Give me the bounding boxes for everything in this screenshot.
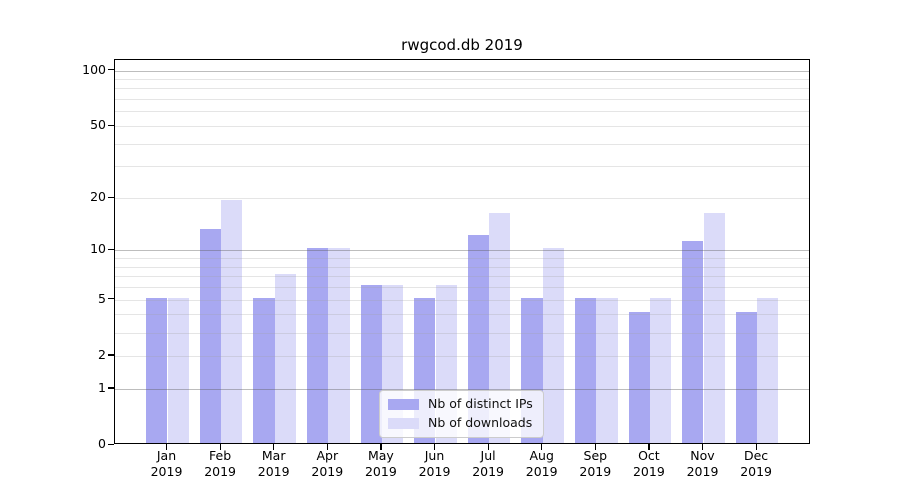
y-tick-label-20: 20 xyxy=(90,189,106,204)
bar-downloads-aug xyxy=(542,248,565,443)
x-tick-mark-feb xyxy=(219,444,221,450)
bar-downloads-sep xyxy=(596,297,618,443)
y-tick-label-0: 0 xyxy=(98,436,106,451)
x-tick-mark-jul xyxy=(487,444,489,450)
y-tick-label-50: 50 xyxy=(90,117,106,132)
x-tick-label-jun: Jun 2019 xyxy=(418,448,451,479)
x-tick-mark-jan xyxy=(166,444,168,450)
y-tick-label-2: 2 xyxy=(98,346,106,362)
chart-title: rwgcod.db 2019 xyxy=(401,36,523,54)
x-tick-label-nov: Nov 2019 xyxy=(686,448,719,479)
bar-distinct-ips-sep xyxy=(574,297,597,443)
y-tick-mark-2 xyxy=(108,354,114,356)
bar-downloads-feb xyxy=(221,199,243,443)
legend-entry-distinct-ips: Nb of distinct IPs xyxy=(388,397,533,411)
y-tick-label-5: 5 xyxy=(98,290,106,306)
x-tick-label-sep: Sep 2019 xyxy=(579,448,612,479)
x-tick-mark-sep xyxy=(594,444,597,450)
bar-distinct-ips-dec xyxy=(735,312,758,443)
x-tick-label-aug: Aug 2019 xyxy=(525,448,558,479)
bar-distinct-ips-feb xyxy=(199,228,222,443)
y-tick-mark-1 xyxy=(108,387,114,389)
x-tick-label-oct: Oct 2019 xyxy=(632,448,665,479)
x-tick-mark-oct xyxy=(648,444,650,450)
plot-area: Nb of distinct IPs Nb of downloads xyxy=(114,59,810,444)
bar-downloads-nov xyxy=(703,213,725,443)
legend-entry-downloads: Nb of downloads xyxy=(388,416,533,430)
x-tick-label-feb: Feb 2019 xyxy=(204,448,236,479)
legend-label-downloads: Nb of downloads xyxy=(428,415,533,430)
x-tick-mark-apr xyxy=(326,444,329,450)
y-tick-label-10: 10 xyxy=(90,241,106,257)
bar-distinct-ips-mar xyxy=(253,297,275,443)
x-tick-mark-may xyxy=(380,444,382,450)
bar-distinct-ips-jan xyxy=(146,297,168,443)
x-tick-mark-jun xyxy=(434,444,436,450)
x-tick-mark-dec xyxy=(755,444,757,450)
legend-swatch-distinct-ips xyxy=(388,398,419,410)
x-tick-label-mar: Mar 2019 xyxy=(257,448,290,479)
bar-downloads-jan xyxy=(167,297,189,443)
x-tick-label-jan: Jan 2019 xyxy=(150,448,183,479)
y-tick-mark-10 xyxy=(108,248,114,251)
y-tick-label-1: 1 xyxy=(98,379,106,395)
y-tick-mark-100 xyxy=(108,69,114,71)
bar-downloads-jul xyxy=(489,213,511,443)
x-tick-label-may: May 2019 xyxy=(364,448,397,479)
x-tick-mark-aug xyxy=(541,444,543,450)
bar-downloads-mar xyxy=(274,274,297,443)
bar-downloads-oct xyxy=(649,297,672,443)
y-tick-mark-0 xyxy=(108,443,114,445)
y-tick-mark-50 xyxy=(108,124,114,126)
bar-distinct-ips-nov xyxy=(682,241,704,443)
x-tick-label-dec: Dec 2019 xyxy=(740,448,772,479)
legend-label-distinct-ips: Nb of distinct IPs xyxy=(428,396,533,411)
x-tick-mark-mar xyxy=(273,444,275,450)
bar-distinct-ips-oct xyxy=(628,312,650,443)
x-tick-label-jul: Jul 2019 xyxy=(472,448,504,479)
legend: Nb of distinct IPs Nb of downloads xyxy=(379,390,544,438)
bar-distinct-ips-apr xyxy=(306,248,329,443)
bars-layer xyxy=(115,60,809,443)
y-tick-mark-5 xyxy=(108,298,114,300)
bar-downloads-apr xyxy=(328,248,350,443)
x-tick-label-apr: Apr 2019 xyxy=(311,448,344,479)
bar-distinct-ips-may xyxy=(360,285,382,443)
y-tick-mark-20 xyxy=(108,196,114,198)
y-tick-label-100: 100 xyxy=(82,61,106,77)
bar-downloads-dec xyxy=(757,297,779,443)
x-tick-mark-nov xyxy=(702,444,704,450)
legend-swatch-downloads xyxy=(388,417,419,429)
